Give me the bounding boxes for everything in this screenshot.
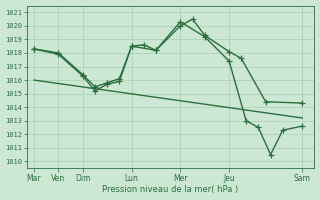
X-axis label: Pression niveau de la mer( hPa ): Pression niveau de la mer( hPa ) bbox=[102, 185, 239, 194]
